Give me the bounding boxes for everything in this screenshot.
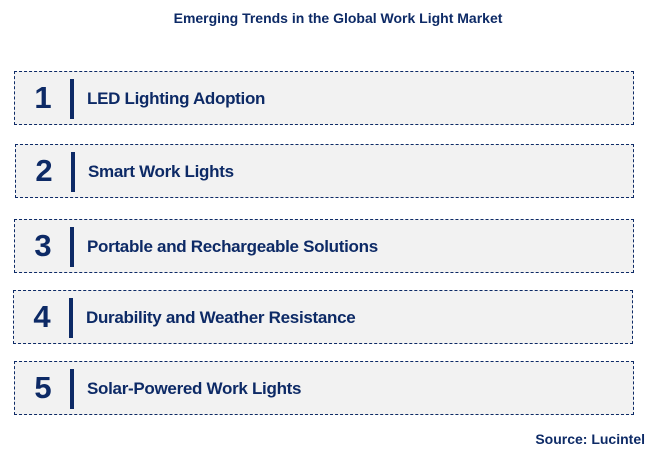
trend-item: 5 Solar-Powered Work Lights (14, 361, 634, 415)
item-label: Portable and Rechargeable Solutions (87, 237, 378, 256)
item-number: 2 (35, 153, 53, 188)
divider (70, 369, 74, 409)
item-number: 3 (34, 228, 52, 263)
item-label: Smart Work Lights (88, 162, 234, 181)
trend-item: 3 Portable and Rechargeable Solutions (14, 219, 634, 273)
trend-item: 4 Durability and Weather Resistance (13, 290, 633, 344)
item-number: 4 (33, 299, 51, 334)
item-label: Solar-Powered Work Lights (87, 379, 302, 398)
divider (71, 152, 75, 192)
source-note: Source: Lucintel (535, 431, 645, 447)
item-label: Durability and Weather Resistance (86, 308, 356, 327)
divider (69, 298, 73, 338)
item-number: 1 (34, 80, 52, 115)
item-label: LED Lighting Adoption (87, 89, 266, 108)
trend-item: 2 Smart Work Lights (15, 144, 634, 198)
trend-item: 1 LED Lighting Adoption (14, 71, 634, 125)
divider (70, 227, 74, 267)
item-number: 5 (34, 370, 52, 405)
divider (70, 79, 74, 119)
chart-title: Emerging Trends in the Global Work Light… (173, 10, 503, 26)
